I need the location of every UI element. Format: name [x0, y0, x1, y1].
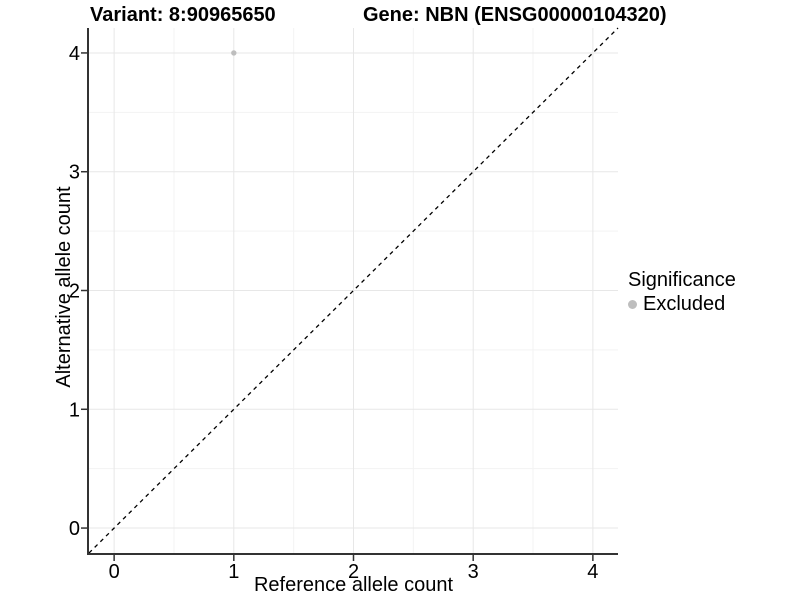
variant-title: Variant: 8:90965650	[90, 4, 276, 26]
x-tick-label: 3	[468, 561, 479, 583]
legend-item-excluded: Excluded	[628, 293, 736, 315]
x-tick-label: 4	[587, 561, 598, 583]
y-axis-title: Alternative allele count	[53, 186, 75, 388]
gene-title: Gene: NBN (ENSG00000104320)	[363, 4, 667, 26]
x-tick-label: 1	[228, 561, 239, 583]
legend: Significance Excluded	[628, 269, 736, 315]
y-tick-label: 1	[69, 399, 80, 421]
y-tick-label: 3	[69, 162, 80, 184]
legend-item-label: Excluded	[643, 293, 726, 315]
legend-title: Significance	[628, 269, 736, 291]
y-tick-label: 2	[69, 281, 80, 303]
y-tick-label: 4	[69, 43, 80, 65]
x-axis-title: Reference allele count	[253, 574, 453, 596]
x-tick-label: 0	[109, 561, 120, 583]
y-tick-label: 0	[69, 518, 80, 540]
data-point	[231, 50, 237, 56]
excluded-point-icon	[628, 299, 637, 309]
x-tick-label: 2	[348, 561, 359, 583]
